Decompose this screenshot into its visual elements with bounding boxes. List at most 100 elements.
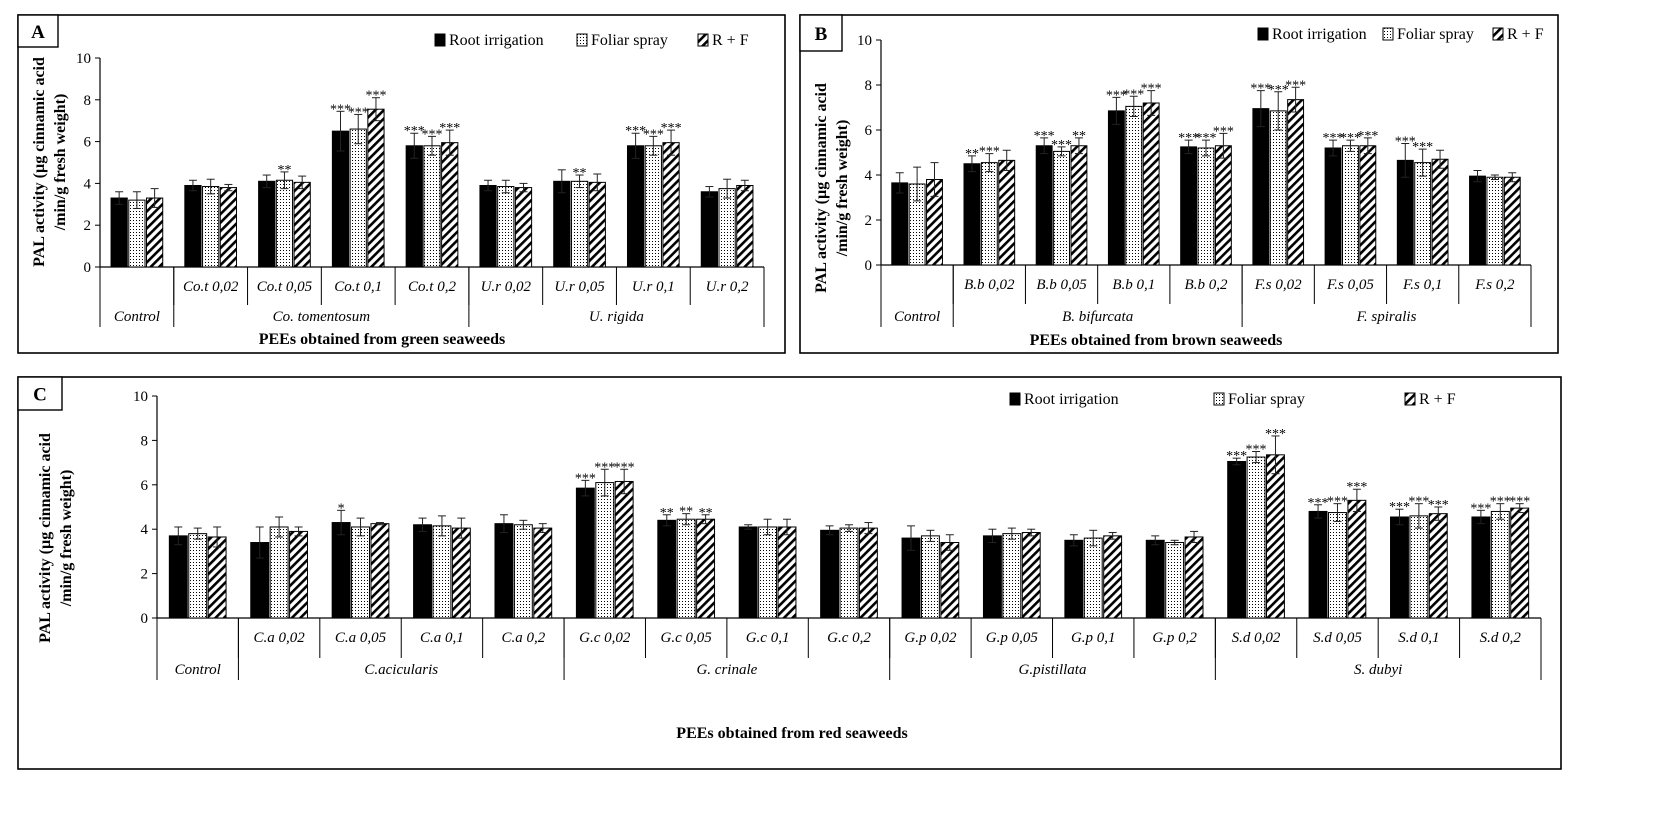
panel-a-significance-mark: *** — [365, 89, 386, 104]
panel-b-bar-2 — [1197, 147, 1215, 266]
panel-a-group-label: Co. tomentosum — [273, 309, 371, 325]
panel-c-group-label: S. dubyi — [1354, 662, 1402, 678]
panel-a-y-tick-label: 0 — [84, 260, 92, 276]
panel-c-bar-1 — [1145, 539, 1165, 619]
panel-a-bar-2 — [644, 145, 662, 268]
panel-b-significance-mark: ** — [965, 147, 979, 162]
panel-c-bar-2 — [188, 533, 208, 619]
panel-c-y-tick-label: 0 — [141, 611, 149, 627]
panel-c-category-label: G.c 0,05 — [661, 630, 713, 646]
panel-c-bar-3 — [614, 480, 634, 619]
panel-a-bar-1 — [405, 145, 423, 268]
panel-c-x-axis-title: PEEs obtained from red seaweeds — [676, 725, 907, 742]
panel-a-legend-label: Foliar spray — [591, 32, 668, 49]
panel-a-bar-1 — [553, 180, 571, 268]
panel-c-category-label: S.d 0,05 — [1313, 630, 1362, 646]
panel-b-legend-swatch-1 — [1257, 27, 1269, 41]
panel-a-bar-3 — [588, 181, 606, 268]
panel-b-significance-mark: *** — [1340, 131, 1361, 146]
panel-c-bar-3 — [1347, 499, 1367, 619]
panel-c-significance-mark: *** — [1226, 449, 1247, 464]
panel-c-significance-mark: *** — [1389, 500, 1410, 515]
panel-c-y-tick-label: 8 — [141, 433, 149, 449]
panel-b-bar-1 — [1035, 145, 1053, 266]
panel-c-bar-2 — [351, 526, 370, 619]
panel-b-category-label: B.b 0,2 — [1185, 277, 1228, 293]
y-axis-title-line: /min/g fresh weight) — [58, 470, 75, 608]
panel-c-category-label: C.a 0,05 — [335, 630, 387, 646]
panel-a-bar-1 — [110, 197, 128, 268]
panel-c-bar-1 — [413, 524, 432, 619]
panel-c-bar-1 — [331, 522, 351, 619]
panel-a-bar-3 — [293, 181, 311, 268]
panel-a-legend-label: Root irrigation — [449, 32, 544, 49]
panel-c-bar-1 — [738, 526, 758, 619]
panel-b-group-label: F. spiralis — [1356, 309, 1417, 325]
panel-c-bar-1 — [657, 519, 677, 619]
panel-b-category-label: F.s 0,2 — [1474, 277, 1515, 293]
panel-c-category-label: G.p 0,2 — [1152, 630, 1197, 646]
panel-c-category-label: G.c 0,2 — [827, 630, 871, 646]
panel-a-bar-1 — [258, 180, 276, 268]
panel-a-category-label: U.r 0,02 — [481, 279, 532, 295]
panel-c-significance-mark: ** — [679, 505, 693, 520]
panel-b-bar-2 — [1486, 176, 1504, 266]
panel-c-significance-mark: *** — [1408, 495, 1429, 510]
panel-b-bar-3 — [1503, 176, 1521, 266]
panel-c-significance-mark: *** — [1346, 480, 1367, 495]
panel-c-legend-label: Root irrigation — [1024, 391, 1119, 408]
panel-a-category-label: U.r 0,1 — [632, 279, 675, 295]
panel-a-bar-2 — [275, 179, 294, 268]
panel-a-bar-1 — [626, 145, 645, 268]
panel-a-bar-3 — [514, 187, 533, 268]
panel-c-category-label: S.d 0,2 — [1480, 630, 1522, 646]
panel-c-bar-1 — [1227, 460, 1247, 619]
panel-a-bar-1 — [331, 130, 350, 268]
panel-c-category-label: G.p 0,02 — [904, 630, 957, 646]
panel-c-legend-swatch-2 — [1213, 392, 1225, 406]
panel-a-significance-mark: *** — [404, 124, 425, 139]
panel-b-legend-label: Root irrigation — [1272, 26, 1367, 43]
y-axis-title-line: PAL activity (µg cinnamic acid — [37, 433, 54, 643]
panel-a-category-label: Co.t 0,02 — [183, 279, 239, 295]
panel-a-significance-mark: *** — [625, 124, 646, 139]
panel-c-significance-mark: *** — [1246, 443, 1267, 458]
panel-b-bar-1 — [1107, 110, 1125, 266]
panel-c-bar-2 — [269, 526, 289, 619]
panel-a-bar-3 — [219, 187, 238, 268]
panel-a-significance-mark: *** — [330, 102, 351, 117]
panel-c-bar-2 — [758, 526, 778, 619]
panel-b-bar-2 — [1342, 145, 1359, 266]
panel-c-label: C — [33, 385, 47, 406]
panel-a-bar-2 — [718, 188, 736, 268]
panel-c-bar-3 — [533, 527, 553, 619]
panel-c-significance-mark: *** — [594, 460, 615, 475]
panel-c-bar-2 — [513, 524, 533, 619]
panel-c-significance-mark: *** — [1327, 495, 1348, 510]
panel-b-bar-1 — [1324, 147, 1342, 266]
panel-c-bar-1 — [494, 523, 514, 619]
panel-a-significance-mark: ** — [277, 163, 291, 178]
panel-b-bar-2 — [1125, 105, 1143, 266]
panel-b-significance-mark: *** — [1268, 83, 1289, 98]
panel-b-bar-1 — [963, 163, 981, 266]
panel-c-legend-swatch-1 — [1009, 392, 1021, 406]
panel-a-bar-1 — [184, 184, 202, 268]
panel-b-bar-2 — [980, 162, 998, 266]
panel-b-bar-3 — [1214, 145, 1232, 266]
panel-a-bar-3 — [662, 142, 680, 268]
panel-b-significance-mark: *** — [1285, 78, 1306, 93]
panel-a-y-tick-label: 10 — [76, 51, 91, 67]
panel-c-frame — [17, 376, 1562, 770]
panel-c-category-label: S.d 0,1 — [1398, 630, 1439, 646]
panel-c-y-tick-label: 10 — [133, 389, 148, 405]
panel-b-significance-mark: *** — [1141, 82, 1162, 97]
panel-a-significance-mark: *** — [348, 105, 369, 120]
panel-a-bar-2 — [128, 199, 146, 268]
panel-c-category-label: S.d 0,02 — [1232, 630, 1281, 646]
panel-c-bar-3 — [940, 542, 960, 619]
panel-c-legend-swatch-3 — [1404, 392, 1416, 406]
panel-c-category-label: C.a 0,2 — [501, 630, 545, 646]
panel-b-bar-1 — [1180, 146, 1198, 266]
